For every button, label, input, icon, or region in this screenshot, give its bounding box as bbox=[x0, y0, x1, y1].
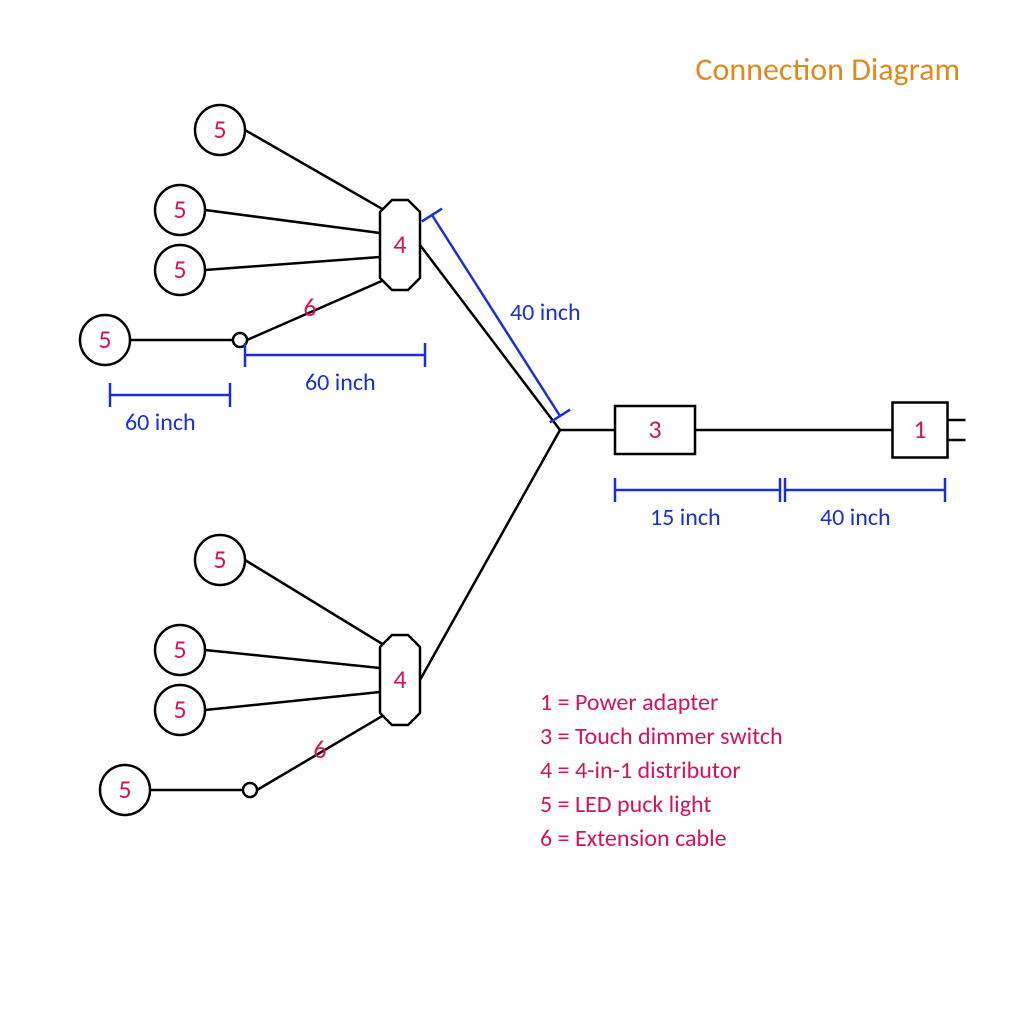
connection-diagram: Connection Diagram 1 3 4 4 5 5 5 5 5 5 5 5 6 6 40 inch 6… bbox=[0, 0, 1024, 1024]
node-label: 3 bbox=[648, 413, 661, 445]
node-label: 1 bbox=[913, 413, 926, 445]
legend-item: 4 = 4-in-1 distributor bbox=[540, 756, 741, 785]
node-label: 5 bbox=[173, 253, 186, 285]
dimension-label: 15 inch bbox=[650, 503, 721, 532]
wire bbox=[205, 257, 380, 270]
legend-item: 3 = Touch dimmer switch bbox=[540, 722, 783, 751]
dimension-label: 40 inch bbox=[510, 298, 581, 327]
wire bbox=[205, 650, 380, 668]
node-label: 5 bbox=[213, 543, 226, 575]
node-label: 5 bbox=[173, 693, 186, 725]
extension-label: 6 bbox=[313, 733, 326, 765]
extension-label: 6 bbox=[303, 291, 316, 323]
legend-item: 1 = Power adapter bbox=[540, 688, 718, 717]
node-label: 5 bbox=[173, 193, 186, 225]
node-label: 5 bbox=[98, 323, 111, 355]
legend-item: 5 = LED puck light bbox=[540, 790, 711, 819]
wire bbox=[245, 560, 384, 645]
wire bbox=[420, 430, 560, 680]
wire bbox=[205, 210, 380, 233]
diagram-title: Connection Diagram bbox=[695, 50, 960, 89]
wire bbox=[420, 245, 560, 430]
node-label: 4 bbox=[393, 663, 406, 695]
dimension-label: 60 inch bbox=[125, 408, 196, 437]
wire bbox=[245, 130, 384, 210]
node-label: 4 bbox=[393, 228, 406, 260]
cable-joint bbox=[243, 783, 257, 797]
node-label: 5 bbox=[213, 113, 226, 145]
wire bbox=[205, 692, 380, 710]
dimension-label: 40 inch bbox=[820, 503, 891, 532]
dimension-label: 60 inch bbox=[305, 368, 376, 397]
legend-item: 6 = Extension cable bbox=[540, 824, 727, 853]
node-label: 5 bbox=[173, 633, 186, 665]
node-label: 5 bbox=[118, 773, 131, 805]
